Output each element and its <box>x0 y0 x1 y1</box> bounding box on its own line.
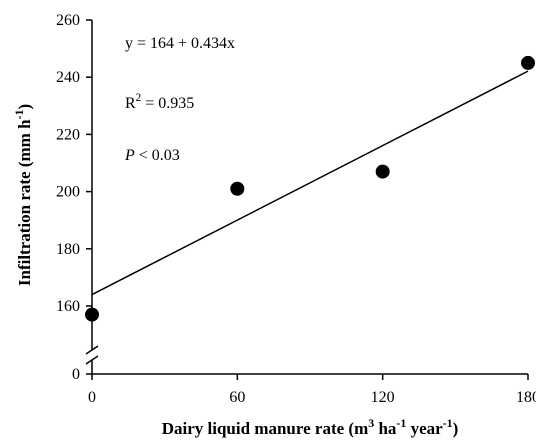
point <box>230 181 245 196</box>
label-part: ) <box>453 419 459 438</box>
equation: y = 164 + 0.434x <box>125 35 235 52</box>
x-tick-label: 60 <box>229 389 245 406</box>
y-tick-label: 220 <box>56 126 80 143</box>
r-squared: R2 = 0.935 <box>125 92 194 112</box>
label-part: 3 <box>368 416 374 430</box>
axis-break <box>85 345 99 355</box>
point <box>85 307 99 322</box>
x-tick-label: 180 <box>516 389 536 406</box>
label-part: R <box>125 95 136 112</box>
y-tick-label: 260 <box>56 12 80 29</box>
trendline <box>91 70 529 296</box>
label-part: Dairy liquid manure rate (m <box>162 419 369 438</box>
label-part: -1 <box>443 416 453 430</box>
label-part: = 0.935 <box>141 95 194 112</box>
x-tick-label: 0 <box>88 389 96 406</box>
y-tick-label: 240 <box>56 69 80 86</box>
y-tick-label: 160 <box>56 298 80 315</box>
x-tick-label: 120 <box>371 389 395 406</box>
label-part: ha <box>374 419 397 438</box>
p-value: P < 0.03 <box>124 147 180 164</box>
label-part: P <box>124 147 135 164</box>
label-part: -1 <box>396 416 406 430</box>
x-axis-label: Dairy liquid manure rate (m3 ha-1 year-1… <box>162 416 459 438</box>
y-axis-label: Infiltration rate (mm h-1) <box>12 104 34 286</box>
label-part: Infiltration rate (mm h <box>15 119 34 286</box>
y-tick-label: 180 <box>56 241 80 258</box>
axis-break <box>85 355 99 365</box>
y-tick-label: 200 <box>56 184 80 201</box>
label-part: 2 <box>136 92 142 104</box>
point <box>521 55 535 70</box>
label-part: ) <box>15 104 34 110</box>
point <box>375 164 390 179</box>
y-tick-label: 0 <box>72 366 80 383</box>
label-part: year <box>406 419 443 438</box>
label-part: < 0.03 <box>135 147 180 164</box>
label-part: -1 <box>12 109 26 119</box>
